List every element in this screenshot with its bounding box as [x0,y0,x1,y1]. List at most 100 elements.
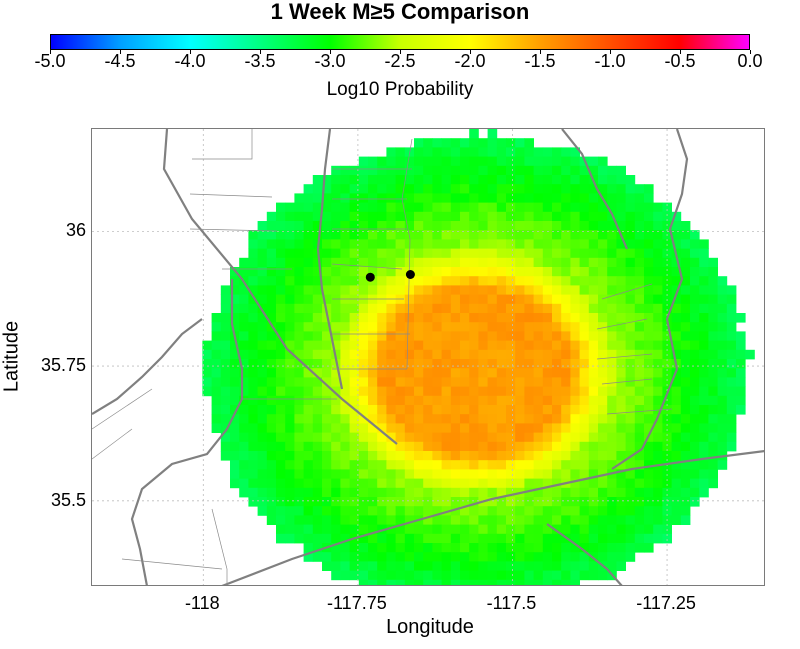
probability-cell [542,165,553,176]
probability-cell [395,432,406,443]
probability-cell [579,405,590,415]
probability-cell [469,515,479,525]
probability-cell [561,552,571,562]
probability-cell [322,340,332,351]
probability-cell [423,579,433,585]
probability-cell [294,313,304,323]
probability-cell [708,313,718,323]
probability-cell [266,349,277,360]
probability-cell [266,257,277,268]
y-tick-label: 36 [65,220,86,241]
probability-cell [598,257,608,268]
probability-cell [441,138,452,148]
probability-cell [634,267,645,277]
probability-cell [358,441,369,452]
probability-cell [533,414,544,424]
probability-cell [257,377,268,387]
probability-cell [386,359,396,369]
probability-cell [358,497,369,507]
probability-cell [386,147,396,157]
probability-cell [276,423,286,433]
probability-cell [441,405,452,415]
boundary-line [601,283,653,300]
probability-cell [506,469,516,479]
probability-cell [432,368,442,378]
fault-line [162,129,398,445]
probability-cell [358,377,369,387]
probability-cell [423,211,433,222]
probability-cell [496,561,507,571]
y-tick-label: 35.5 [50,489,86,510]
probability-cell [441,524,452,535]
probability-cell [441,515,452,525]
probability-cell [285,294,295,305]
probability-cell [506,257,516,268]
probability-cell [524,147,534,157]
probability-cell [533,515,544,525]
probability-cell [248,322,258,332]
probability-cell [266,248,277,259]
probability-cell [607,368,617,378]
probability-cell [533,340,544,351]
probability-cell [358,570,369,581]
probability-cell [496,423,507,433]
probability-cell [506,423,516,433]
probability-cell [423,570,433,581]
probability-cell [239,432,249,443]
probability-cell [257,303,268,314]
probability-cell [294,368,304,378]
probability-cell [671,441,682,452]
probability-cell [303,202,314,213]
probability-cell [533,478,544,489]
probability-cell [717,340,728,351]
probability-cell [450,184,461,194]
probability-cell [230,313,240,323]
probability-cell [496,202,507,213]
map-plot-area[interactable] [91,128,765,586]
probability-cell [395,193,406,203]
probability-cell [450,543,461,553]
probability-cell [285,248,295,259]
probability-cell [276,395,286,406]
probability-cell [625,524,636,535]
probability-cell [579,184,590,194]
probability-cell [432,506,442,516]
probability-cell [312,359,323,369]
probability-cell [542,506,553,516]
probability-cell [285,414,295,424]
probability-cell [414,184,424,194]
probability-cell [671,515,682,525]
probability-cell [552,478,562,489]
probability-cell [349,202,360,213]
probability-cell [202,349,212,360]
probability-cell [515,359,525,369]
probability-cell [423,414,433,424]
probability-cell [423,193,433,203]
probability-cell [266,303,277,314]
probability-cell [478,267,488,277]
probability-cell [607,349,617,360]
probability-cell [423,257,433,268]
probability-cell [524,193,534,203]
probability-cell [653,386,663,397]
probability-cell [487,276,498,286]
probability-cell [607,359,617,369]
probability-cell [239,313,249,323]
probability-cell [294,276,304,286]
probability-cell [515,221,525,231]
probability-cell [736,359,746,369]
probability-cell [487,257,498,268]
probability-cell [276,248,286,259]
probability-cell [423,543,433,553]
probability-cell [533,202,544,213]
probability-cell [432,432,442,443]
probability-cell [460,340,470,351]
probability-cell [690,478,700,489]
probability-cell [322,533,332,544]
probability-cell [653,349,663,360]
probability-cell [294,377,304,387]
fault-line [546,523,623,585]
probability-cell [211,322,222,332]
probability-map [92,129,764,585]
probability-cell [616,285,626,295]
